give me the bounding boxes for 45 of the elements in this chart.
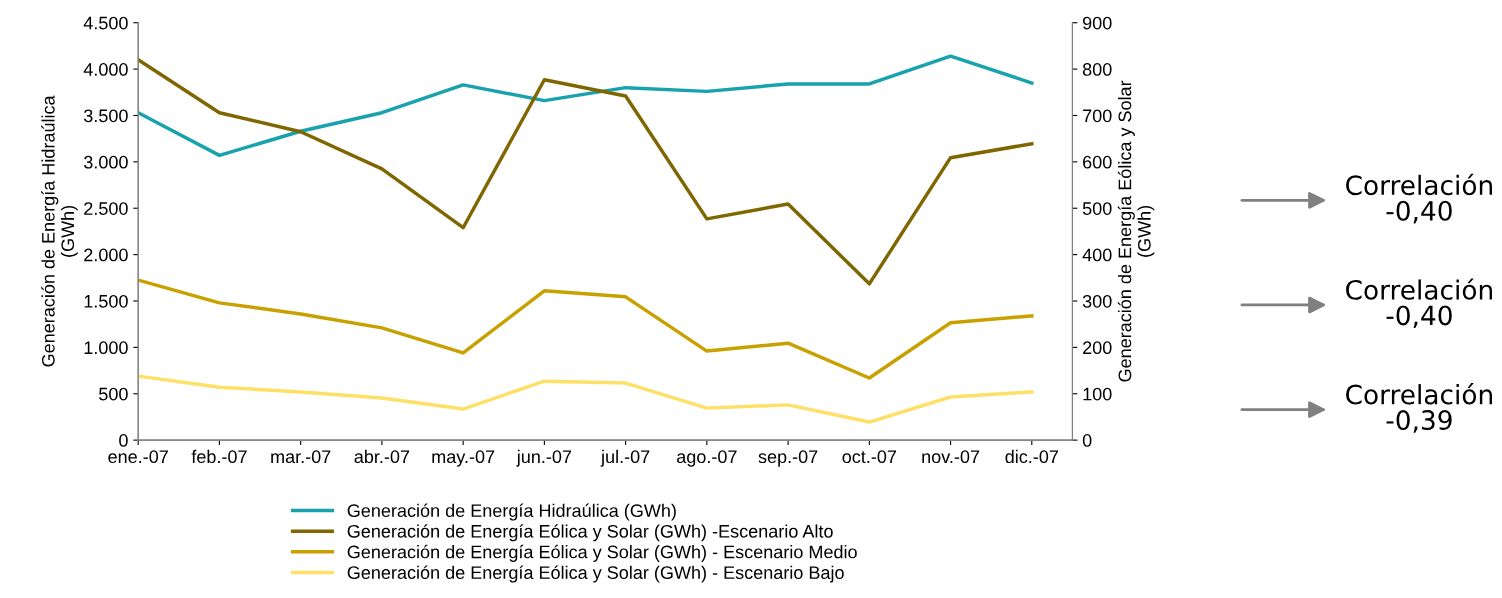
x-tick-label: jun.-07 (516, 449, 572, 467)
y2-tick-label: 600 (1083, 155, 1112, 169)
text: Correlación -0,39 (1346, 383, 1492, 433)
y2-tick-label: 300 (1082, 294, 1112, 308)
text: Correlación -0,40 (1346, 173, 1492, 224)
legend-label: Generación de Energía Hidraúlica (GWh) (347, 503, 676, 521)
y-tick-label: 1.500 (84, 294, 128, 308)
x-tick-label: ene.-07 (108, 450, 168, 464)
x-tick-label: sep.-07 (758, 450, 818, 467)
y2-axis-title: Generación de Energía Eólica y Solar (GWh) (1117, 80, 1155, 382)
y-tick-label: 500 (99, 387, 128, 401)
line-series (138, 58, 1034, 286)
y-tick-label: 3.500 (83, 109, 128, 123)
x-tick-label: feb.-07 (191, 449, 247, 464)
y-axis-title: Generación de Energía Hidraúlica (GWh) (41, 95, 78, 367)
line-series (138, 278, 1034, 380)
y2-tick-label: 100 (1083, 387, 1112, 401)
text: Correlación -0,40 (1346, 278, 1492, 329)
x-tick-label: ago.-07 (677, 450, 737, 467)
y2-tick-label: 700 (1083, 109, 1112, 123)
y-tick-label: 3.000 (83, 155, 128, 169)
y-tick-label: 1.000 (84, 341, 128, 355)
x-tick-label: abr.-07 (354, 449, 410, 464)
legend-label: Generación de Energía Eólica y Solar (GWh) - Escenario Medio (347, 544, 857, 562)
x-tick-label: may.-07 (432, 450, 495, 467)
y-tick-label: 2.500 (84, 202, 128, 215)
x-tick-label: jul.-07 (600, 449, 650, 467)
y2-tick-label: 0 (1082, 434, 1092, 447)
y2-tick-label: 800 (1082, 63, 1112, 76)
y-tick-label: 0 (119, 434, 128, 447)
x-tick-label: oct.-07 (842, 450, 897, 464)
y-tick-label: 4.000 (83, 63, 128, 76)
y2-tick-label: 400 (1082, 248, 1112, 262)
y2-tick-label: 200 (1083, 341, 1112, 355)
x-tick-label: nov.-07 (922, 450, 980, 464)
y2-tick-label: 900 (1083, 16, 1112, 30)
line-series (138, 374, 1034, 424)
line-series (138, 54, 1034, 158)
legend-label: Generación de Energía Eólica y Solar (GWh) -Escenario Alto (347, 524, 833, 542)
x-tick-label: mar.-07 (271, 450, 331, 464)
y-tick-label: 2.000 (84, 248, 128, 262)
x-tick-label: dic.-07 (1005, 449, 1058, 464)
y2-tick-label: 500 (1082, 202, 1112, 215)
y-tick-label: 4.500 (83, 16, 128, 30)
legend-label: Generación de Energía Eólica y Solar (GWh) - Escenario Bajo (347, 565, 844, 583)
